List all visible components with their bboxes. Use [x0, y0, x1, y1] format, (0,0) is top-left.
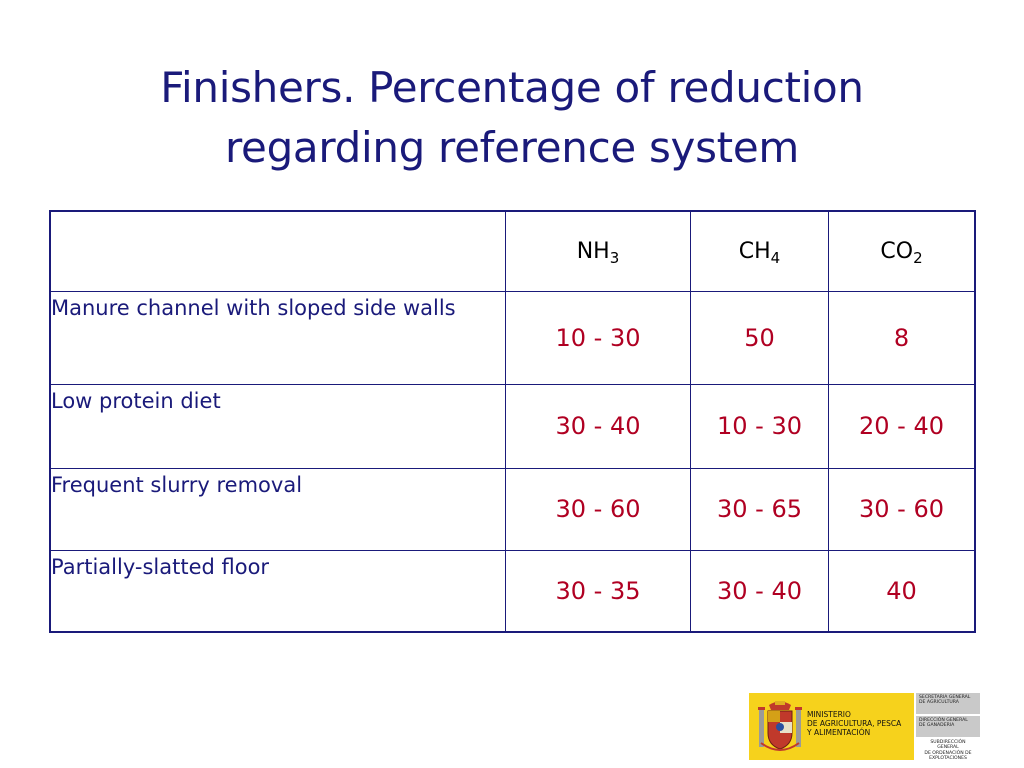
header-empty-cell — [49, 210, 506, 292]
ch4-value: 10 - 30 — [690, 383, 829, 469]
ch4-value: 30 - 40 — [690, 549, 829, 633]
logo-yellow-panel: MINISTERIO DE AGRICULTURA, PESCA Y ALIME… — [749, 693, 914, 760]
secretaria-label: SECRETARIA GENERAL DE AGRICULTURA — [916, 693, 980, 714]
table-row: Frequent slurry removal 30 - 60 30 - 65 … — [49, 467, 976, 551]
slide-title-line-1: Finishers. Percentage of reduction — [160, 63, 864, 112]
row-label: Frequent slurry removal — [49, 467, 506, 551]
ch4-value: 30 - 65 — [690, 467, 829, 551]
header-co2: CO2 — [828, 210, 976, 292]
nh3-value: 30 - 40 — [505, 383, 691, 469]
nh3-value: 30 - 35 — [505, 549, 691, 633]
ch4-value: 50 — [690, 290, 829, 385]
table-row: Low protein diet 30 - 40 10 - 30 20 - 40 — [49, 383, 976, 469]
coat-of-arms-icon — [758, 701, 802, 751]
reduction-table: NH3 CH4 CO2 Manure channel with sloped s… — [49, 210, 976, 633]
ministry-logo: MINISTERIO DE AGRICULTURA, PESCA Y ALIME… — [749, 693, 980, 762]
row-label: Partially-slatted floor — [49, 549, 506, 633]
ministry-name: MINISTERIO DE AGRICULTURA, PESCA Y ALIME… — [807, 710, 902, 737]
co2-value: 40 — [828, 549, 976, 633]
table-header-row: NH3 CH4 CO2 — [49, 210, 976, 292]
direccion-label: DIRECCIÓN GENERAL DE GANADERIA — [916, 716, 980, 737]
nh3-value: 30 - 60 — [505, 467, 691, 551]
table-row: Manure channel with sloped side walls 10… — [49, 290, 976, 385]
row-label: Manure channel with sloped side walls — [49, 290, 506, 385]
co2-value: 30 - 60 — [828, 467, 976, 551]
header-nh3: NH3 — [505, 210, 691, 292]
nh3-value: 10 - 30 — [505, 290, 691, 385]
co2-value: 8 — [828, 290, 976, 385]
subdireccion-label: SUBDIRECCIÓN GENERAL DE ORDENACIÓN DE EX… — [924, 740, 972, 762]
table-row: Partially-slatted floor 30 - 35 30 - 40 … — [49, 549, 976, 633]
row-label: Low protein diet — [49, 383, 506, 469]
co2-value: 20 - 40 — [828, 383, 976, 469]
slide-title: Finishers. Percentage of reduction regar… — [0, 58, 1024, 178]
header-ch4: CH4 — [690, 210, 829, 292]
slide-title-line-2: regarding reference system — [224, 123, 799, 172]
